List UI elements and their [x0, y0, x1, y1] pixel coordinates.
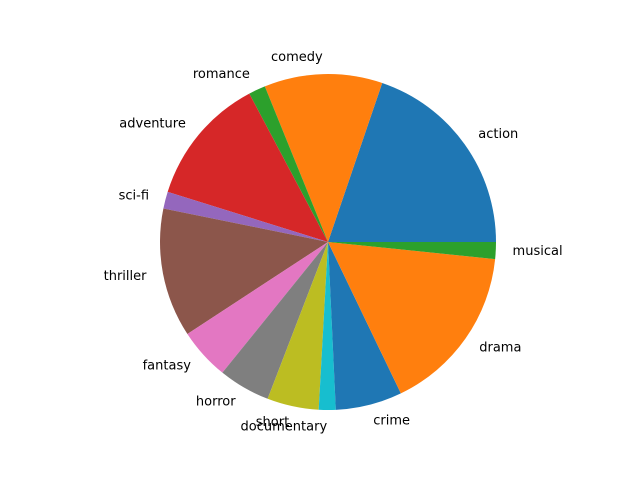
pie-label-crime: crime — [373, 414, 410, 429]
pie-label-documentary: documentary — [241, 419, 328, 434]
pie-label-adventure: adventure — [119, 116, 186, 131]
pie-slice-thriller — [159, 208, 328, 334]
pie-slice-drama — [328, 242, 496, 394]
pie-slice-fantasy — [187, 242, 328, 373]
pie-slice-sci-fi — [163, 191, 328, 242]
pie-slice-comedy — [264, 74, 383, 242]
pie-label-thriller: thriller — [104, 269, 148, 284]
pie-label-drama: drama — [479, 341, 521, 356]
pie-label-sci-fi: sci-fi — [119, 188, 149, 203]
pie-slice-short — [267, 242, 328, 410]
pie-slice-action — [328, 82, 496, 243]
pie-slice-romance — [249, 86, 328, 243]
pie-label-romance: romance — [193, 67, 250, 82]
pie-label-horror: horror — [196, 395, 236, 410]
pie-slice-adventure — [167, 93, 328, 242]
pie-slice-musical — [328, 242, 496, 260]
pie-label-fantasy: fantasy — [143, 358, 192, 373]
pie-slice-documentary — [318, 242, 336, 410]
pie-slice-crime — [328, 242, 401, 410]
pie-slice-horror — [222, 242, 328, 399]
pie-label-short: short — [256, 415, 289, 430]
pie-slices — [159, 74, 496, 410]
pie-label-musical: musical — [513, 244, 563, 259]
pie-label-action: action — [478, 127, 518, 142]
pie-labels: action comedy romance adventure sci-fi thrill… — [104, 50, 563, 435]
pie-label-comedy: comedy — [271, 50, 323, 65]
